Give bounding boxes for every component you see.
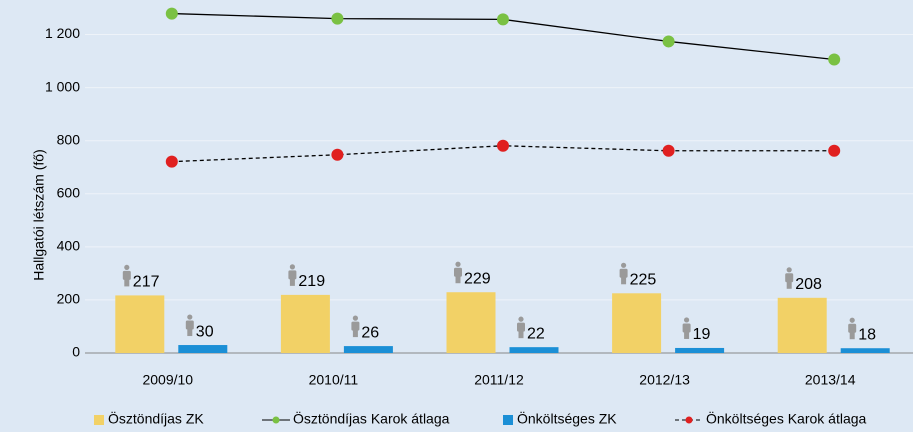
person-icon bbox=[122, 264, 131, 287]
x-tick-label: 2011/12 bbox=[474, 372, 524, 388]
icon-body bbox=[785, 273, 794, 283]
person-icon bbox=[619, 262, 628, 285]
icon-head bbox=[352, 315, 358, 321]
icon-head bbox=[786, 267, 792, 273]
bar bbox=[509, 347, 559, 353]
icon-body bbox=[351, 321, 360, 331]
x-tick-label: 2009/10 bbox=[142, 372, 193, 388]
legend-marker bbox=[685, 416, 693, 424]
legend-label: Ösztöndíjas Karok átlaga bbox=[293, 410, 450, 427]
icon-legs bbox=[621, 277, 627, 285]
data-label: 208 bbox=[795, 276, 822, 293]
y-tick-label: 800 bbox=[57, 131, 81, 147]
bar bbox=[178, 345, 228, 353]
data-label: 229 bbox=[464, 270, 491, 287]
line-point bbox=[497, 13, 509, 26]
icon-head bbox=[621, 262, 627, 268]
person-icon bbox=[185, 314, 194, 337]
bar bbox=[446, 292, 496, 353]
icon-legs bbox=[187, 329, 193, 337]
icon-legs bbox=[786, 281, 792, 289]
line-point bbox=[165, 7, 178, 20]
icon-head bbox=[684, 317, 690, 323]
icon-head bbox=[849, 317, 855, 323]
icon-body bbox=[122, 270, 131, 280]
y-tick-label: 1 200 bbox=[45, 25, 80, 41]
person-icon bbox=[785, 267, 794, 289]
x-tick-label: 2013/14 bbox=[805, 372, 856, 388]
icon-legs bbox=[849, 332, 855, 340]
icon-legs bbox=[684, 331, 690, 339]
bar bbox=[343, 346, 393, 353]
y-tick-label: 600 bbox=[57, 184, 81, 200]
x-tick-label: 2012/13 bbox=[639, 372, 690, 388]
y-axis-label: Hallgatói létszám (fő) bbox=[31, 149, 47, 281]
data-label: 225 bbox=[630, 272, 657, 289]
person-icon bbox=[288, 264, 297, 286]
data-label: 217 bbox=[133, 274, 160, 291]
bar bbox=[777, 297, 827, 353]
bar bbox=[612, 293, 662, 353]
line-point bbox=[828, 53, 841, 66]
y-tick-label: 400 bbox=[57, 238, 81, 254]
y-tick-label: 0 bbox=[72, 344, 80, 360]
line-point bbox=[662, 144, 675, 157]
data-label: 30 bbox=[196, 323, 214, 340]
bar bbox=[675, 347, 725, 353]
icon-body bbox=[454, 267, 462, 277]
legend-swatch bbox=[94, 415, 104, 425]
line-point bbox=[662, 35, 675, 48]
icon-head bbox=[187, 314, 193, 320]
legend-label: Ösztöndíjas ZK bbox=[108, 410, 204, 427]
bar bbox=[115, 295, 165, 353]
legend-label: Önköltséges ZK bbox=[517, 410, 617, 427]
line-point bbox=[165, 155, 178, 168]
line-point bbox=[497, 139, 509, 152]
legend-marker bbox=[272, 416, 280, 424]
data-label: 18 bbox=[858, 326, 876, 343]
icon-body bbox=[682, 323, 691, 333]
person-icon bbox=[682, 317, 691, 339]
legend-label: Önköltséges Karok átlaga bbox=[706, 410, 867, 427]
icon-body bbox=[288, 270, 297, 280]
icon-body bbox=[848, 323, 857, 333]
bar bbox=[840, 348, 890, 353]
bar bbox=[280, 294, 330, 353]
icon-body bbox=[517, 322, 525, 332]
icon-head bbox=[455, 261, 461, 267]
icon-legs bbox=[455, 276, 461, 284]
icon-head bbox=[289, 264, 295, 270]
line-point bbox=[331, 12, 344, 25]
person-icon bbox=[517, 316, 525, 339]
data-label: 22 bbox=[527, 325, 545, 342]
y-tick-label: 1 000 bbox=[45, 78, 80, 94]
legend-swatch bbox=[503, 415, 513, 425]
person-icon bbox=[848, 317, 857, 340]
icon-body bbox=[185, 320, 194, 330]
icon-body bbox=[619, 268, 628, 278]
data-label: 219 bbox=[298, 273, 325, 290]
icon-legs bbox=[289, 278, 295, 286]
icon-legs bbox=[518, 331, 524, 339]
person-icon bbox=[454, 261, 462, 284]
icon-head bbox=[518, 316, 524, 322]
data-label: 19 bbox=[693, 326, 711, 343]
x-tick-label: 2010/11 bbox=[309, 372, 359, 388]
icon-legs bbox=[124, 279, 130, 287]
y-tick-label: 200 bbox=[57, 291, 81, 307]
icon-legs bbox=[352, 330, 358, 338]
line-point bbox=[331, 148, 344, 161]
line-point bbox=[828, 144, 841, 157]
icon-head bbox=[124, 264, 130, 271]
data-label: 26 bbox=[361, 324, 379, 341]
person-icon bbox=[351, 315, 360, 338]
